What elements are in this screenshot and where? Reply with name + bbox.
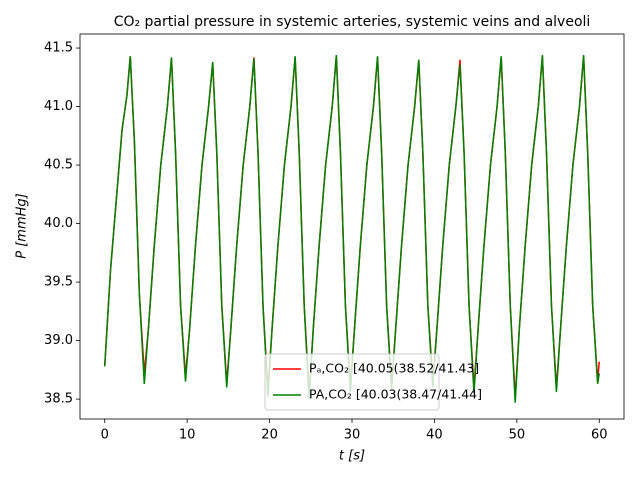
y-tick-label: 40.0 [44,216,73,231]
y-axis-label: P [mmHg] [15,193,30,258]
x-tick-label: 50 [509,428,526,443]
x-tick-label: 30 [344,428,361,443]
data-line [103,55,601,403]
x-tick-label: 20 [261,428,278,443]
legend-label: PA,CO₂ [40.03(38.47/41.44] [309,387,482,402]
x-tick-label: 10 [179,428,196,443]
x-tick-label: 40 [426,428,443,443]
legend-box [264,353,440,411]
x-tick-label: 0 [101,428,109,443]
x-tick-label: 60 [591,428,608,443]
x-axis-label: t [s] [339,449,365,464]
data-line [103,56,601,397]
legend-label: Pₐ,CO₂ [40.05(38.52/41.43] [309,361,479,376]
y-tick-label: 39.0 [44,333,73,348]
y-tick-label: 40.5 [44,158,73,173]
y-tick-label: 39.5 [44,275,73,290]
plot-frame [79,33,625,420]
legend: Pₐ,CO₂ [40.05(38.52/41.43] PA,CO₂ [40.03(… [264,353,482,411]
y-tick-label: 38.5 [44,392,73,407]
chart-title: CO₂ partial pressure in systemic arterie… [114,14,591,30]
y-tick-label: 41.5 [44,41,73,56]
y-tick-label: 41.0 [44,99,73,114]
